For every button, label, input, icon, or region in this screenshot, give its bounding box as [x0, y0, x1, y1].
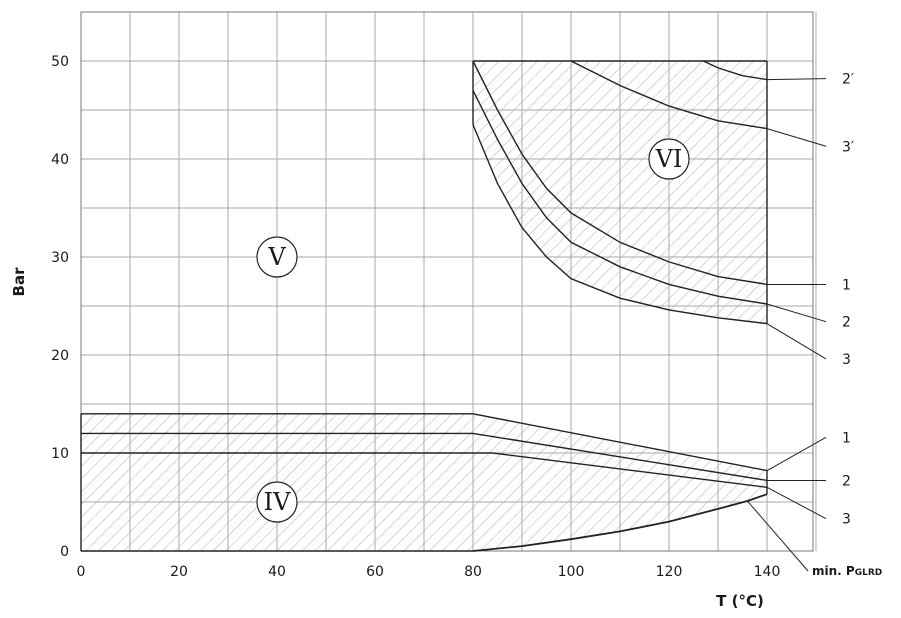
- callout-label-2: 1: [842, 277, 851, 293]
- y-tick-label: 20: [51, 348, 69, 364]
- callout-label-1: 3′: [842, 139, 854, 155]
- callout-label-5: 1: [842, 430, 851, 446]
- callout-label-4: 3: [842, 352, 851, 368]
- region-label-VI: VI: [655, 145, 683, 173]
- x-tick-label: 120: [656, 564, 683, 580]
- curve-2-5: [472, 90, 768, 305]
- callout-leader-3: [766, 303, 827, 323]
- region-circle-IV: [256, 481, 298, 523]
- x-axis-label: T (°C): [716, 592, 764, 610]
- curve-1-4: [472, 60, 768, 286]
- callout-label-0: 2′: [842, 72, 854, 88]
- callout-label-3: 2: [842, 315, 851, 331]
- callout-label-min-pglrd: min. PGLRD: [812, 564, 882, 578]
- region-label-V: V: [267, 243, 286, 271]
- curve-1-0: [81, 413, 768, 472]
- curve-3-8: [570, 60, 768, 130]
- x-tick-label: 100: [558, 564, 585, 580]
- curve-minPGLRD-3: [472, 493, 768, 552]
- curve-3-6: [472, 124, 768, 325]
- y-tick-label: 0: [60, 544, 69, 560]
- region-label-IV: IV: [264, 488, 291, 516]
- y-tick-label: 50: [51, 54, 69, 70]
- callout-leader-1: [766, 128, 827, 147]
- region-circle-VI: [648, 138, 690, 180]
- y-axis-label: Bar: [10, 267, 28, 297]
- callout-leader-8: [747, 500, 809, 572]
- callout-label-6: 2: [842, 473, 851, 489]
- callout-leader-0: [766, 78, 827, 81]
- curve-3-2: [81, 452, 768, 488]
- x-tick-label: 40: [268, 564, 286, 580]
- x-tick-label: 80: [464, 564, 482, 580]
- callout-leader-7: [766, 486, 827, 520]
- y-tick-label: 30: [51, 250, 69, 266]
- y-tick-label: 40: [51, 152, 69, 168]
- x-tick-label: 0: [77, 564, 86, 580]
- region-circle-V: [256, 236, 298, 278]
- curve-2-7: [703, 60, 768, 81]
- x-tick-label: 60: [366, 564, 384, 580]
- x-tick-label: 140: [754, 564, 781, 580]
- y-tick-label: 10: [51, 446, 69, 462]
- callout-leader-5: [766, 436, 827, 472]
- callout-leader-4: [766, 323, 827, 360]
- x-tick-label: 20: [170, 564, 188, 580]
- curve-2-1: [81, 432, 768, 482]
- callout-label-7: 3: [842, 512, 851, 528]
